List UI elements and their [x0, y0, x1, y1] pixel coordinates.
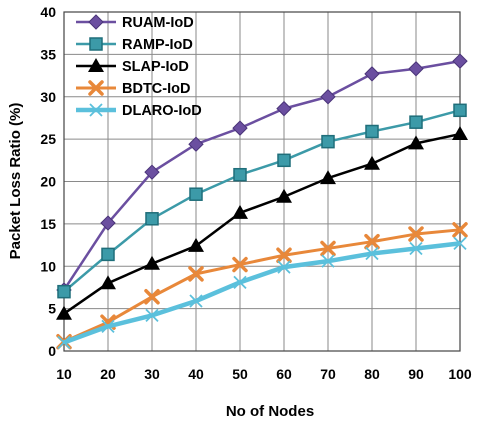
legend-label: BDTC-IoD [122, 81, 190, 97]
y-tick-label: 40 [40, 4, 56, 20]
legend-label: RUAM-IoD [122, 15, 194, 31]
x-tick-label: 30 [144, 366, 160, 382]
grid [63, 11, 461, 352]
diamond-marker [188, 136, 204, 152]
square-marker [189, 187, 203, 201]
square-marker [453, 103, 467, 118]
x-tick-label: 80 [364, 366, 380, 382]
diamond-marker [100, 215, 116, 231]
x-marker [88, 80, 104, 96]
legend-label: SLAP-IoD [122, 59, 189, 75]
x-marker [89, 103, 103, 117]
x-marker [320, 240, 336, 257]
y-tick-label: 5 [48, 301, 56, 317]
plot-frame [63, 11, 461, 352]
triangle-marker [88, 58, 104, 72]
x-marker [189, 294, 203, 308]
x-marker [408, 226, 424, 242]
legend-label: RAMP-IoD [122, 37, 193, 53]
diamond-marker [408, 61, 424, 77]
triangle-marker [100, 275, 116, 290]
series-line [63, 109, 461, 293]
x-marker [233, 275, 247, 289]
x-tick-label: 60 [276, 366, 292, 382]
x-marker [144, 289, 160, 305]
series-line [63, 132, 461, 315]
y-tick-label: 35 [40, 46, 56, 62]
x-tick-label: 90 [408, 366, 424, 382]
y-tick-label: 15 [40, 216, 56, 232]
x-marker [57, 335, 71, 350]
series-dlaro-iod [57, 236, 467, 350]
legend-item: SLAP-IoD [76, 58, 189, 75]
legend: RUAM-IoD RAMP-IoD SLAP-IoD BDTC-IoD DLARO-Io… [76, 14, 202, 119]
x-tick-label: 70 [320, 366, 336, 382]
x-marker [409, 241, 423, 256]
x-tick-label: 10 [56, 366, 72, 382]
legend-item: DLARO-IoD [76, 103, 202, 119]
series-line [63, 241, 461, 345]
square-marker [89, 37, 103, 51]
square-marker [409, 115, 423, 129]
y-tick-label: 0 [48, 343, 56, 359]
x-axis-title: No of Nodes [226, 403, 314, 420]
x-marker [101, 319, 115, 334]
legend-label: DLARO-IoD [122, 103, 202, 119]
diamond-marker [364, 66, 380, 82]
series-ramp-iod [57, 103, 467, 299]
x-tick-label: 100 [448, 366, 472, 382]
diamond-marker [88, 14, 104, 30]
triangle-marker [364, 155, 380, 170]
x-tick-label: 50 [232, 366, 248, 382]
legend-item: BDTC-IoD [76, 80, 190, 97]
square-marker [321, 134, 335, 149]
x-marker [453, 236, 467, 251]
x-marker [452, 222, 468, 238]
diamond-marker [232, 120, 248, 136]
series-slap-iod [56, 126, 468, 320]
x-tick-label: 40 [188, 366, 204, 382]
triangle-marker [408, 135, 424, 150]
y-axis-title: Packet Loss Ratio (%) [7, 103, 24, 260]
y-tick-label: 25 [40, 131, 56, 147]
triangle-marker [452, 126, 468, 141]
y-tick-label: 30 [40, 89, 56, 105]
square-marker [233, 167, 247, 182]
diamond-marker [144, 164, 160, 180]
square-marker [365, 124, 379, 139]
y-tick-label: 20 [40, 174, 56, 190]
series-bdtc-iod [56, 222, 468, 350]
triangle-marker [276, 188, 292, 203]
x-marker [276, 247, 292, 263]
diamond-marker [452, 53, 468, 69]
y-tick-label: 10 [40, 258, 56, 274]
triangle-marker [320, 170, 336, 185]
x-marker [364, 233, 380, 250]
square-marker [101, 247, 115, 262]
legend-item: RAMP-IoD [76, 37, 193, 53]
triangle-marker [188, 237, 204, 252]
triangle-marker [232, 204, 248, 219]
x-marker [232, 256, 248, 273]
x-marker [277, 260, 291, 274]
triangle-marker [56, 305, 72, 320]
series-line [62, 59, 461, 291]
x-marker [365, 246, 379, 261]
diamond-marker [320, 89, 336, 105]
triangle-marker [144, 255, 160, 270]
x-marker [321, 254, 335, 268]
x-marker [145, 308, 159, 323]
square-marker [57, 284, 71, 299]
legend-item: RUAM-IoD [76, 14, 194, 31]
diamond-marker [276, 100, 292, 117]
axes: 0 5 10 15 20 25 30 35 40 10 20 30 40 50 60 70 80 90 100 [40, 4, 471, 382]
square-marker [145, 212, 159, 226]
series-line [63, 228, 461, 344]
x-marker [188, 266, 204, 282]
x-tick-label: 20 [100, 366, 116, 382]
square-marker [277, 153, 291, 168]
series-layer [56, 53, 468, 350]
